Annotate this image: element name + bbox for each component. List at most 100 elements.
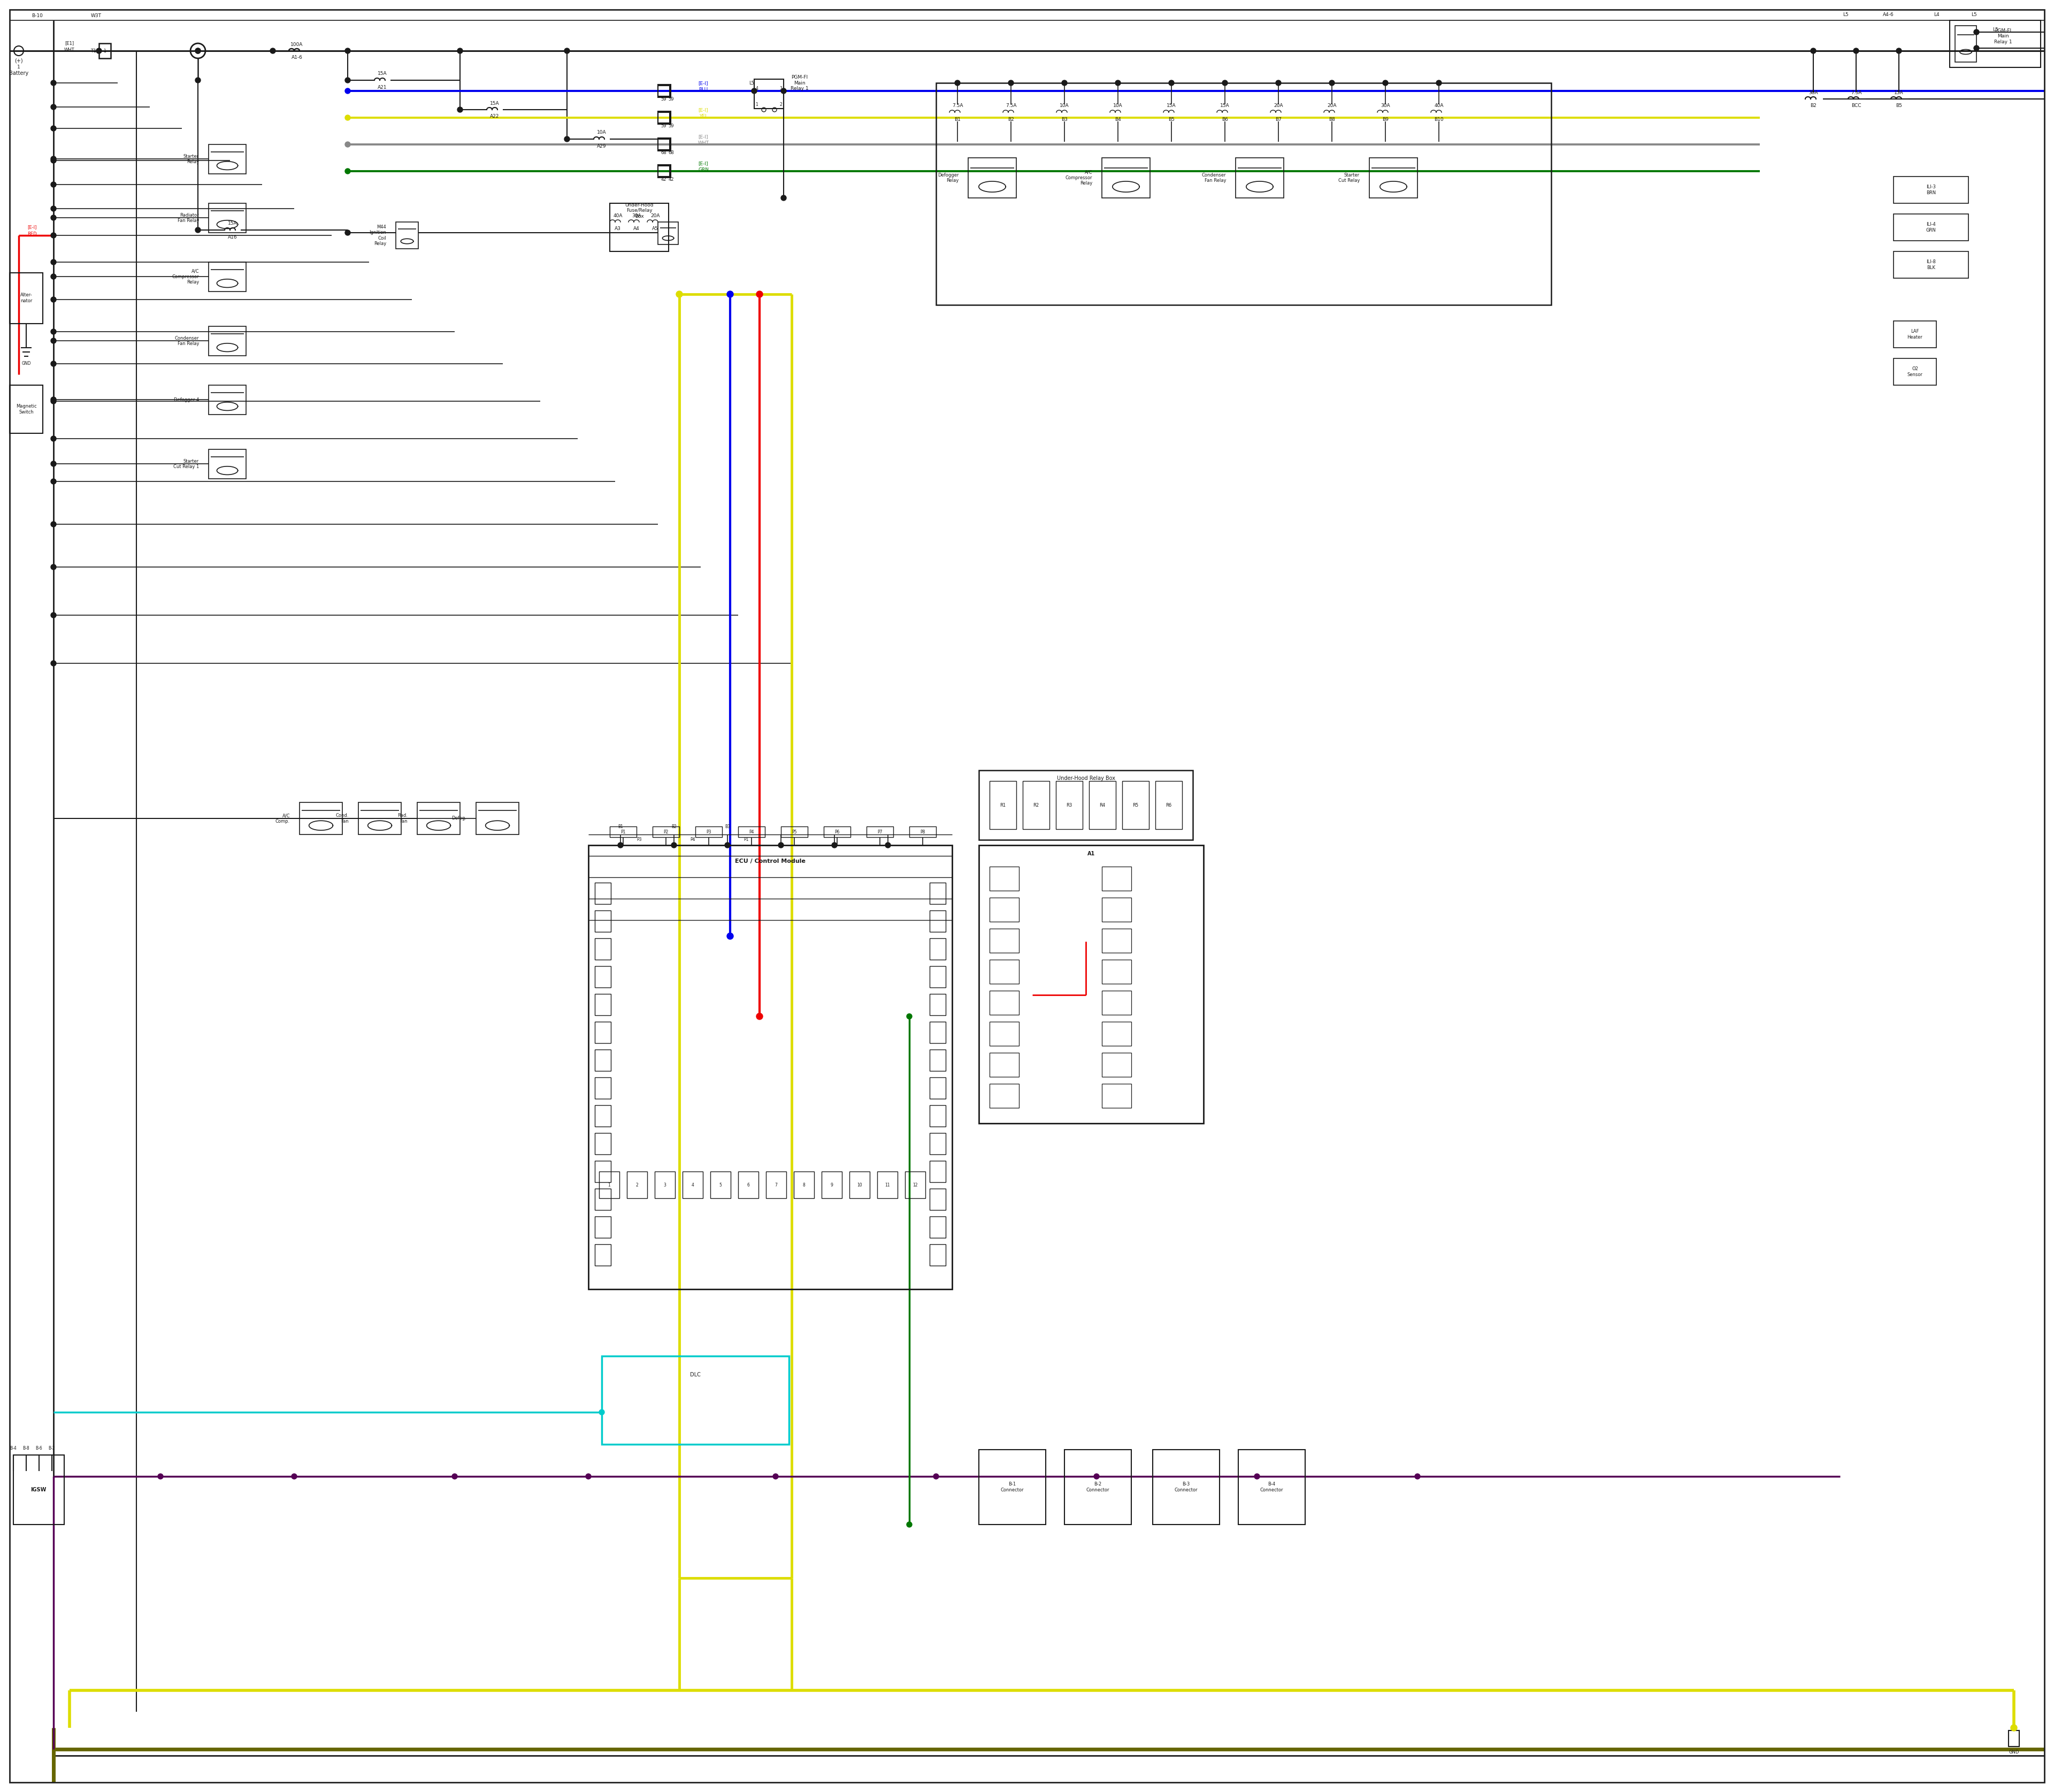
Text: DLC: DLC: [690, 1373, 700, 1378]
Circle shape: [51, 233, 55, 238]
Text: B5: B5: [1896, 104, 1902, 108]
Bar: [1154, 781, 1183, 830]
Circle shape: [885, 842, 891, 848]
Bar: [1101, 898, 1132, 921]
Bar: [596, 1077, 610, 1098]
Circle shape: [345, 115, 351, 120]
Bar: [682, 1172, 702, 1199]
Text: 15A: 15A: [1894, 90, 1904, 95]
Bar: [990, 1084, 1019, 1107]
Bar: [1237, 158, 1284, 197]
Text: IGSW: IGSW: [31, 1487, 47, 1493]
Bar: [781, 826, 807, 837]
Bar: [596, 1161, 610, 1183]
Circle shape: [271, 48, 275, 54]
Circle shape: [51, 158, 55, 163]
Text: B4: B4: [1115, 116, 1121, 122]
Text: Magnetic
Switch: Magnetic Switch: [16, 403, 37, 414]
Bar: [1101, 158, 1150, 197]
Text: B-4: B-4: [10, 1446, 16, 1452]
Circle shape: [51, 156, 55, 161]
Text: A3: A3: [614, 226, 620, 231]
Text: BLU: BLU: [698, 88, 709, 91]
Circle shape: [1115, 81, 1121, 86]
Circle shape: [1222, 81, 1228, 86]
Text: Defogger 4: Defogger 4: [175, 398, 199, 401]
Circle shape: [585, 1473, 592, 1478]
Text: Under-Hood Relay Box: Under-Hood Relay Box: [1056, 776, 1115, 781]
Bar: [596, 939, 610, 961]
Text: 68: 68: [668, 151, 674, 156]
Circle shape: [725, 842, 729, 848]
Bar: [657, 84, 672, 97]
Bar: [1121, 781, 1148, 830]
Bar: [980, 771, 1193, 840]
Bar: [696, 826, 723, 837]
Bar: [930, 966, 945, 987]
Bar: [300, 803, 343, 835]
Bar: [1101, 1084, 1132, 1107]
Text: Starter
Cut Relay: Starter Cut Relay: [1337, 172, 1360, 183]
Bar: [1894, 177, 1968, 202]
Circle shape: [1062, 81, 1068, 86]
Text: A22: A22: [491, 115, 499, 118]
Circle shape: [1896, 48, 1902, 54]
Circle shape: [345, 48, 351, 54]
Bar: [2009, 1731, 2019, 1747]
Circle shape: [600, 1410, 604, 1416]
Text: 8: 8: [803, 1183, 805, 1188]
Bar: [396, 222, 419, 249]
Circle shape: [51, 206, 55, 211]
Circle shape: [1436, 81, 1442, 86]
Bar: [990, 928, 1019, 953]
Bar: [930, 1188, 945, 1210]
Bar: [210, 145, 246, 174]
Circle shape: [458, 48, 462, 54]
Circle shape: [195, 48, 201, 54]
Bar: [210, 450, 246, 478]
Text: O2
Sensor: O2 Sensor: [1908, 367, 1923, 376]
Circle shape: [618, 842, 622, 848]
Circle shape: [933, 1473, 939, 1478]
Bar: [357, 803, 401, 835]
Bar: [980, 1450, 1045, 1525]
Text: ILl-8
BLK: ILl-8 BLK: [1927, 260, 1935, 271]
Circle shape: [345, 77, 351, 82]
Circle shape: [1276, 81, 1282, 86]
Bar: [596, 1133, 610, 1154]
Text: 4: 4: [756, 86, 758, 91]
Text: 30A: 30A: [1810, 90, 1818, 95]
Text: P1: P1: [620, 830, 626, 835]
Bar: [930, 1077, 945, 1098]
Bar: [602, 1357, 789, 1444]
Text: W3T: W3T: [90, 14, 101, 18]
Circle shape: [345, 88, 351, 93]
Text: PGM-FI
Main
Relay 1: PGM-FI Main Relay 1: [1994, 29, 2013, 45]
Circle shape: [292, 1473, 298, 1478]
Text: 4: 4: [692, 1183, 694, 1188]
Bar: [937, 82, 1551, 305]
Text: B-10: B-10: [33, 14, 43, 18]
Text: A4-6: A4-6: [1884, 13, 1894, 18]
Text: L5: L5: [1992, 27, 1999, 32]
Text: P2: P2: [663, 830, 668, 835]
Text: [E-I]: [E-I]: [698, 134, 709, 140]
Text: B9: B9: [1382, 116, 1389, 122]
Bar: [990, 1021, 1019, 1047]
Bar: [1056, 781, 1082, 830]
Text: L5: L5: [750, 81, 754, 86]
Circle shape: [2011, 1724, 2017, 1731]
Circle shape: [51, 104, 55, 109]
Circle shape: [51, 330, 55, 335]
Text: Condenser
Fan Relay: Condenser Fan Relay: [175, 335, 199, 346]
Circle shape: [195, 228, 201, 233]
Text: A16: A16: [228, 235, 238, 240]
Bar: [793, 1172, 813, 1199]
Text: 2: 2: [637, 1183, 639, 1188]
Bar: [766, 1172, 787, 1199]
Text: B1: B1: [618, 824, 622, 830]
Bar: [737, 826, 764, 837]
Circle shape: [1974, 45, 1980, 50]
Text: WHT: WHT: [64, 47, 74, 52]
Circle shape: [51, 661, 55, 667]
